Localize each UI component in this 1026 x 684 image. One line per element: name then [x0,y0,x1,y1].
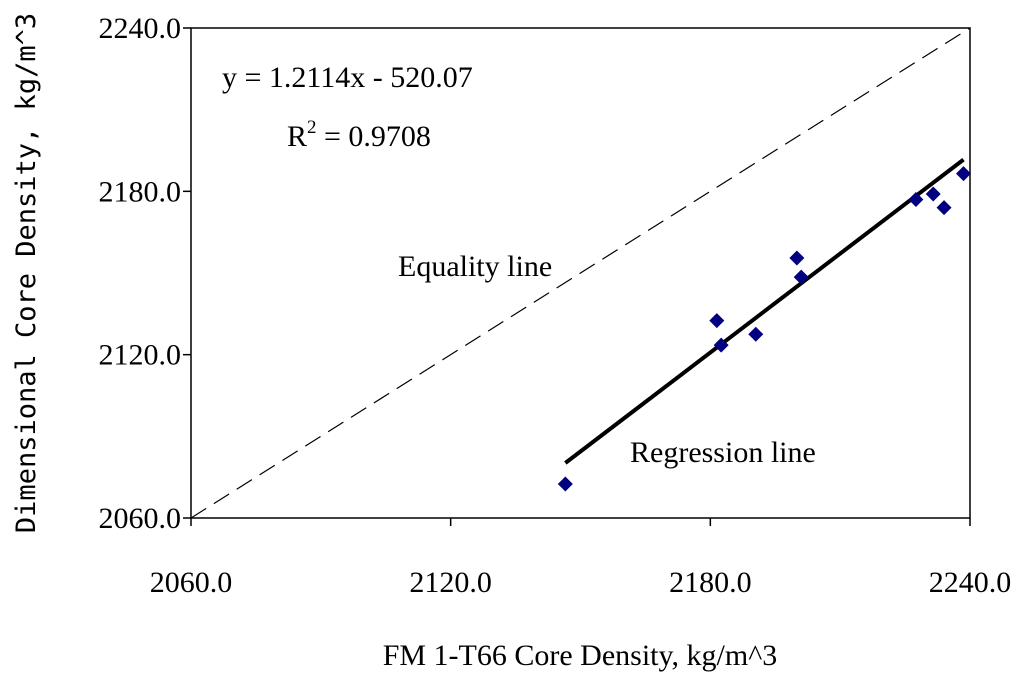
r-squared-prefix: R [287,120,307,153]
data-point [748,326,764,342]
y-tick-label: 2240.0 [99,12,182,45]
x-tick-label: 2060.0 [150,566,233,599]
data-point [557,476,573,492]
data-point [793,269,809,285]
data-point [713,337,729,353]
data-point [709,313,725,329]
points-layer [557,166,972,492]
regression-equation: y = 1.2114x - 520.07 [222,61,473,94]
r-squared-value: = 0.9708 [317,120,431,153]
equality-line [190,27,971,519]
regression-line-label: Regression line [630,436,816,469]
x-tick-label: 2120.0 [409,566,492,599]
data-point [925,186,941,202]
x-tick-label: 2240.0 [929,566,1012,599]
y-tick-label: 2060.0 [99,502,182,535]
ticks-layer: 2060.0 2120.0 2180.0 2240.0 2060.0 2120.0 2180… [99,12,1012,599]
x-axis-title: FM 1-T66 Core Density, kg/m^3 [383,639,778,672]
data-point [956,166,972,182]
data-point [908,192,924,207]
y-tick-label: 2120.0 [99,339,182,372]
r-squared-label: R2 = 0.9708 [287,117,431,153]
regression-line [564,158,965,465]
data-point [936,200,952,216]
equality-line-label: Equality line [398,250,552,283]
x-tick-label: 2180.0 [669,566,752,599]
data-point [789,250,805,266]
y-axis-title: Dimensional Core Density, kg/m^3 [11,13,42,533]
r-squared-superscript: 2 [307,117,317,138]
y-tick-label: 2180.0 [99,175,182,208]
